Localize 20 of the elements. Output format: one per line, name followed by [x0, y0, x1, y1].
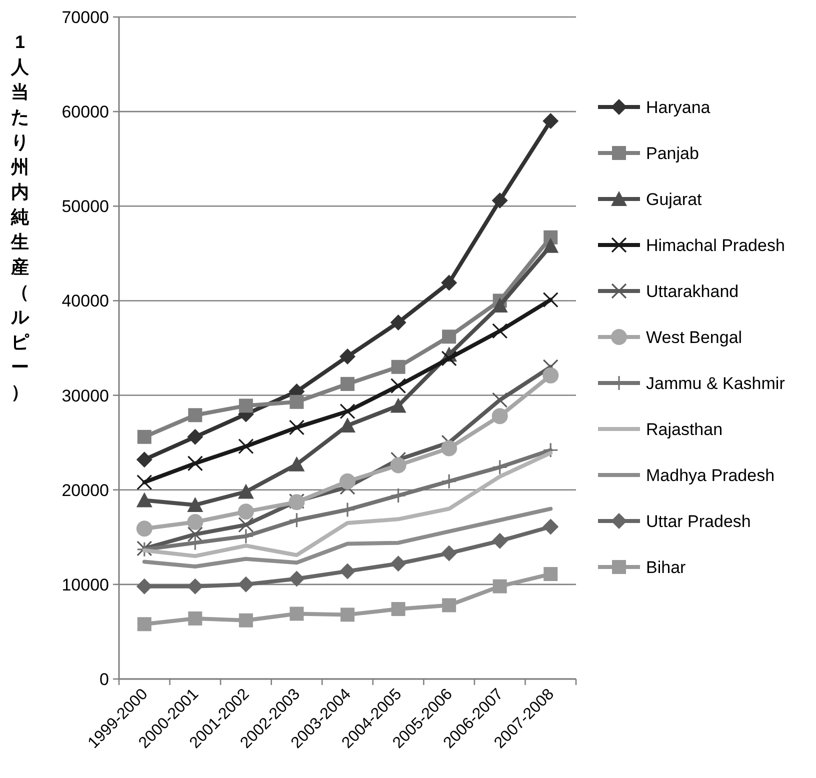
legend-label: Panjab	[646, 144, 699, 163]
y-tick-label: 50000	[62, 197, 109, 216]
y-tick-label: 40000	[62, 292, 109, 311]
y-tick-label: 70000	[62, 8, 109, 27]
y-tick-label: 30000	[62, 386, 109, 406]
y-tick-label: 60000	[62, 102, 109, 122]
legend-label: Haryana	[646, 98, 711, 117]
legend-label: Uttarakhand	[646, 282, 739, 301]
legend-label: Jammu & Kashmir	[646, 374, 786, 393]
y-tick-label: 0	[100, 670, 109, 689]
legend-label: Uttar Pradesh	[646, 512, 751, 531]
legend-label: Rajasthan	[646, 420, 723, 439]
y-tick-label: 20000	[62, 480, 109, 500]
legend-label: West Bengal	[646, 328, 742, 347]
y-axis-title: 1人当たり州内純生産（ルピー）	[11, 32, 29, 402]
legend-label: Madhya Pradesh	[646, 466, 775, 485]
legend-label: Bihar	[646, 558, 686, 577]
legend-label: Gujarat	[646, 190, 702, 209]
legend-label: Himachal Pradesh	[646, 236, 785, 255]
y-tick-label: 10000	[62, 575, 109, 594]
